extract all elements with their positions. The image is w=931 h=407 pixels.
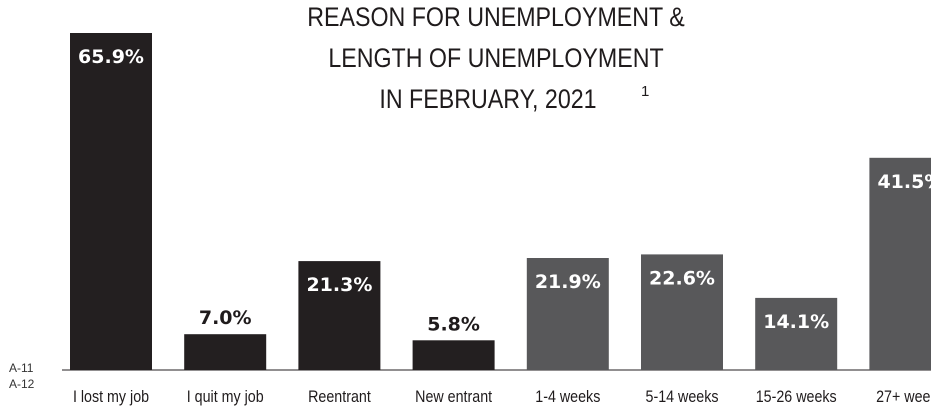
value-label-1: 7.0% xyxy=(199,307,252,329)
value-label-7: 41.5% xyxy=(877,171,931,193)
title-line-1: REASON FOR UNEMPLOYMENT & xyxy=(307,2,685,32)
bar-6 xyxy=(755,297,838,370)
category-label-1: I quit my job xyxy=(187,388,264,406)
category-label-4: 1-4 weeks xyxy=(535,388,600,406)
value-label-2: 21.3% xyxy=(306,274,372,296)
category-label-5: 5-14 weeks xyxy=(646,388,719,406)
category-label-0: I lost my job xyxy=(73,388,149,406)
side-label-a11: A-11 xyxy=(9,361,34,375)
value-label-5: 22.6% xyxy=(649,267,715,289)
side-label-a12: A-12 xyxy=(9,377,35,391)
bar-group xyxy=(70,33,931,370)
title-footnote-marker: 1 xyxy=(641,83,649,100)
title-line-3: IN FEBRUARY, 2021 xyxy=(379,84,596,114)
value-label-4: 21.9% xyxy=(535,271,601,293)
value-label-0: 65.9% xyxy=(78,46,144,68)
bar-2 xyxy=(298,261,381,370)
value-label-3: 5.8% xyxy=(427,313,480,335)
category-label-6: 15-26 weeks xyxy=(756,388,837,406)
bar-7 xyxy=(869,157,931,370)
category-label-group: I lost my job I quit my job Reentrant New e… xyxy=(73,388,931,406)
title-line-2: LENGTH OF UNEMPLOYMENT xyxy=(328,43,663,73)
value-label-6: 14.1% xyxy=(763,311,829,333)
bar-1 xyxy=(184,334,267,370)
bar-5 xyxy=(641,254,723,370)
bar-0 xyxy=(70,33,152,370)
category-label-3: New entrant xyxy=(415,388,493,406)
chart-title: REASON FOR UNEMPLOYMENT & LENGTH OF UNEM… xyxy=(307,2,685,114)
category-label-7: 27+ weeks xyxy=(876,388,931,406)
category-label-2: Reentrant xyxy=(308,388,371,406)
bar-3 xyxy=(412,340,495,370)
value-label-group: 65.9% 7.0% 21.3% 5.8% 21.9% 22.6% 14.1% 41.5% xyxy=(78,46,931,335)
bar-4 xyxy=(526,258,609,370)
